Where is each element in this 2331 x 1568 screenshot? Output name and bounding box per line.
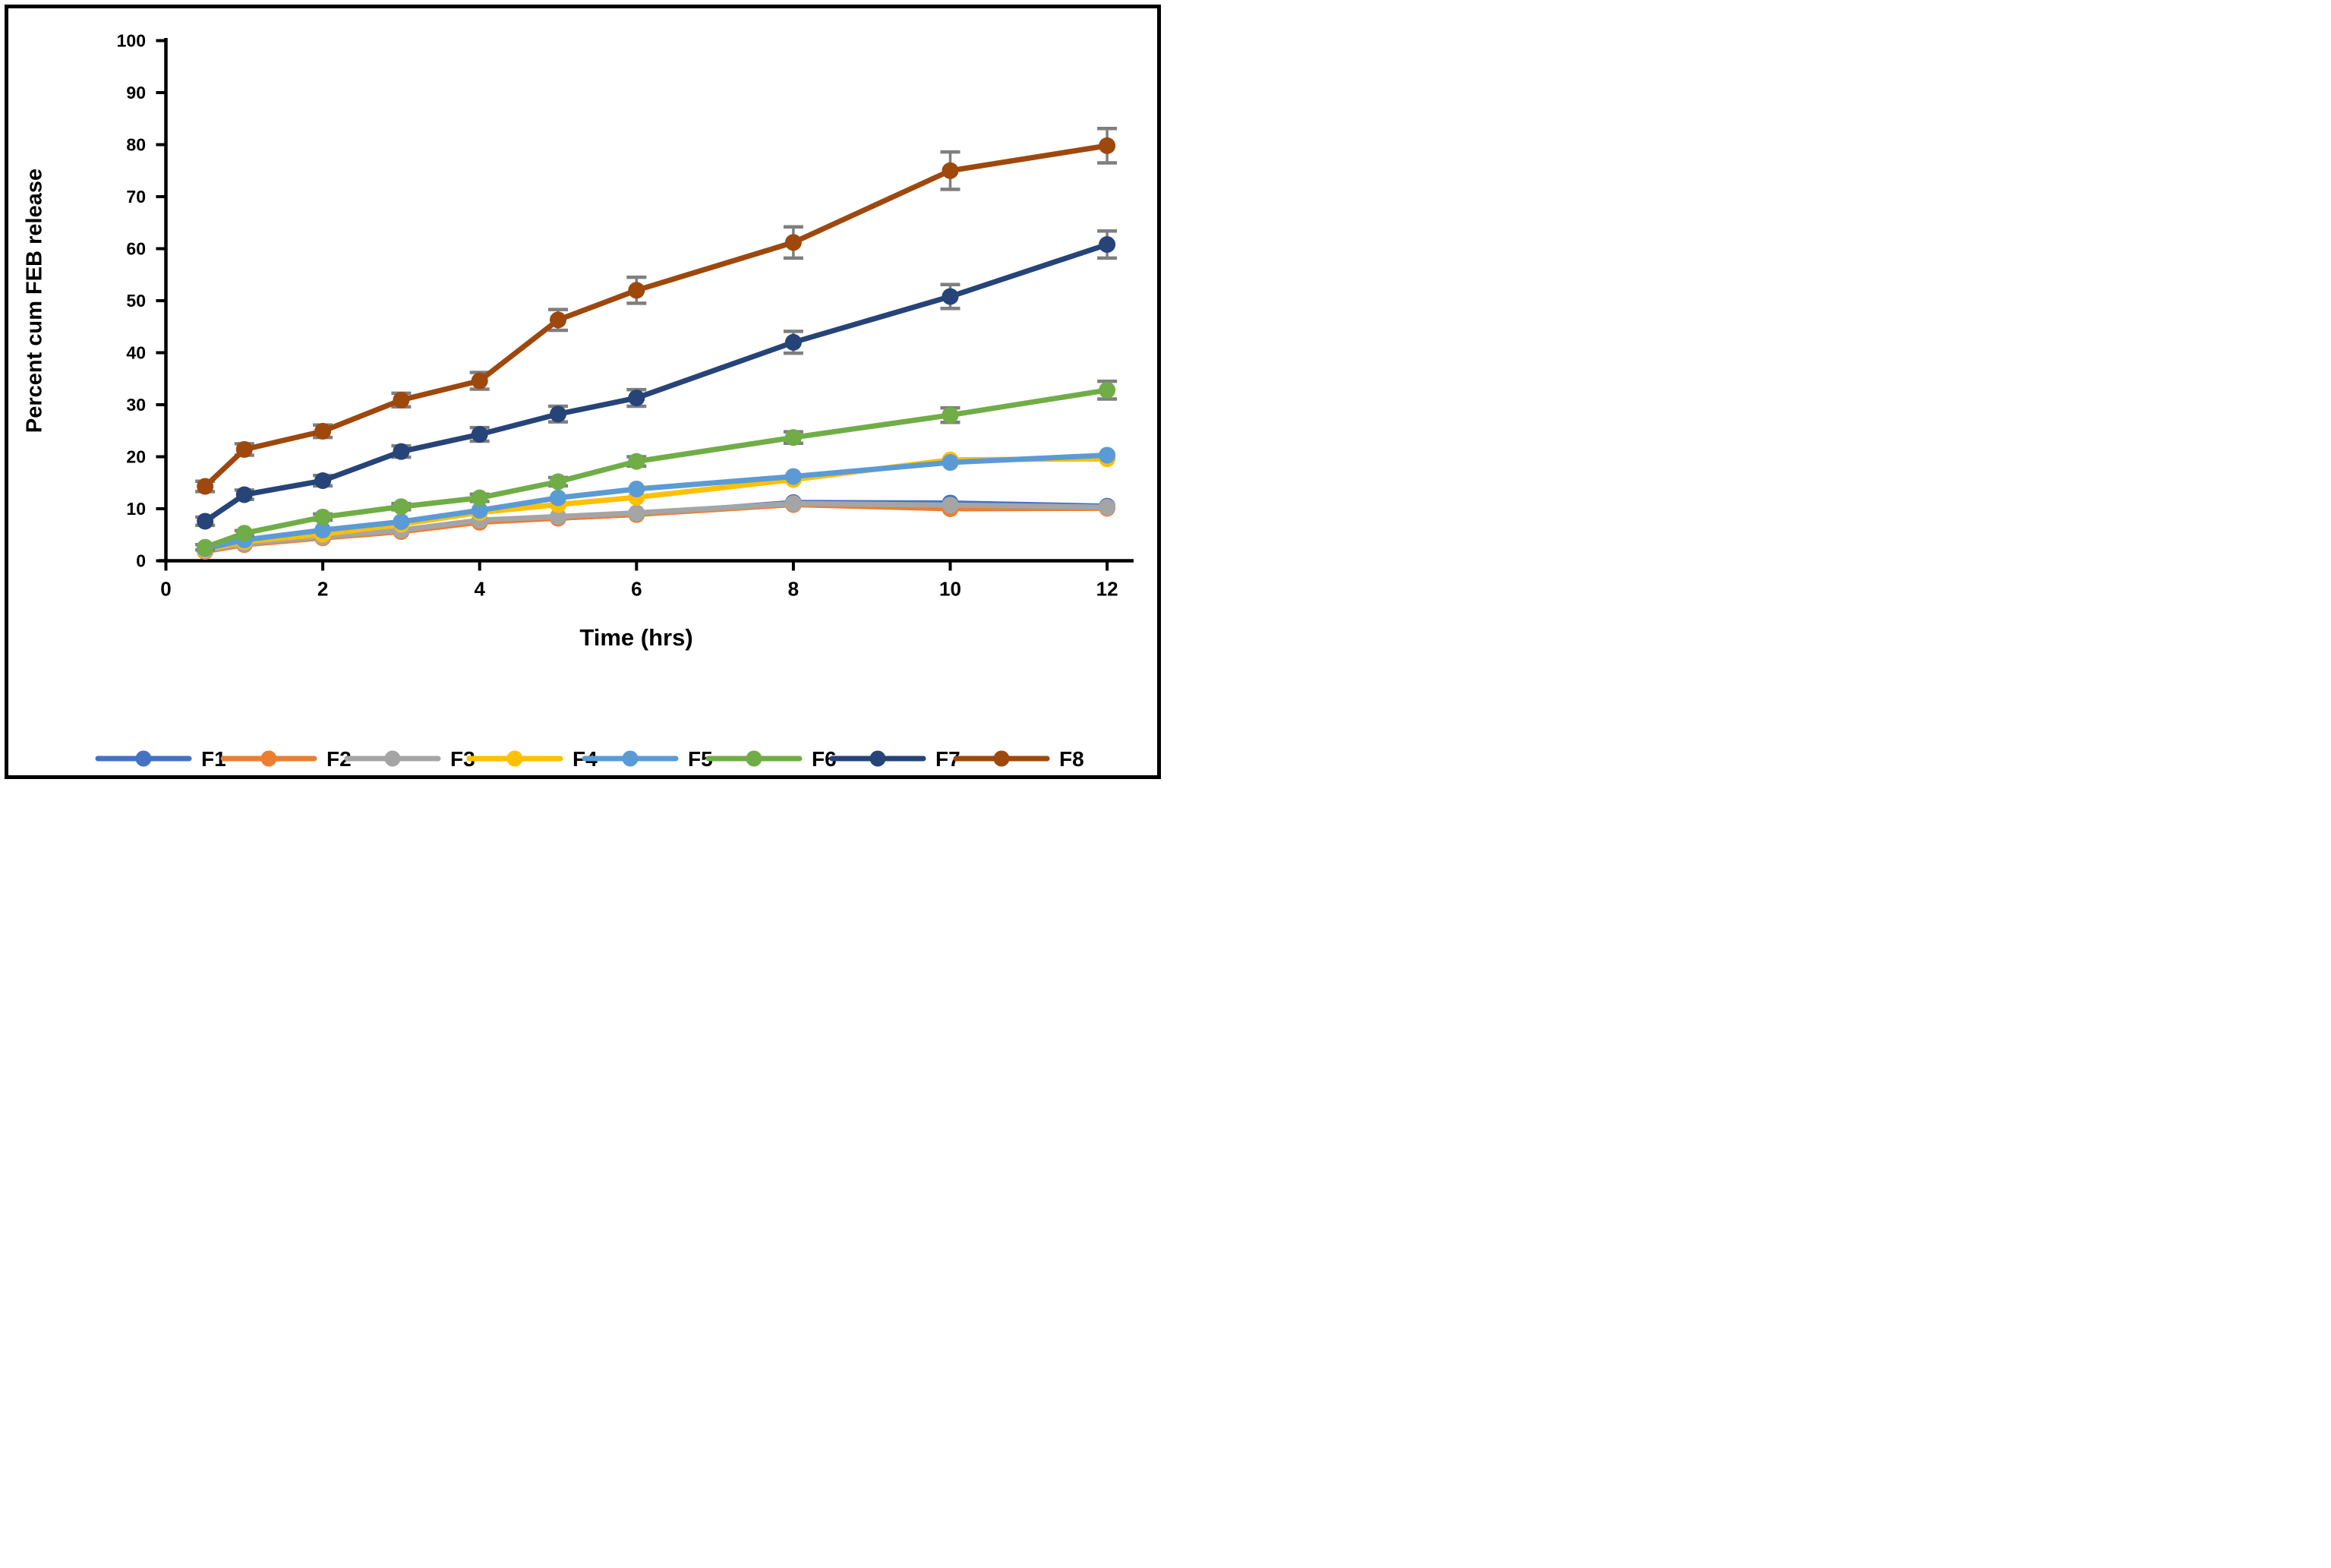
x-tick-label: 10 [939,578,961,601]
data-point-marker-f8 [628,282,645,299]
legend-item-f8: F8 [953,747,1084,771]
legend-item-f7: F7 [829,747,960,771]
data-point-marker-f8 [1099,137,1116,154]
line-chart: 0102030405060708090100024681012F1F2F3F4F… [5,5,1161,779]
series-line-f5 [202,452,1110,552]
legend-item-f3: F3 [344,747,475,771]
data-point-marker-f6 [393,498,410,516]
data-point-marker-f8 [784,234,802,251]
y-tick-label: 40 [126,343,146,363]
legend-item-f6: F6 [705,747,837,771]
data-point-marker-f7 [550,405,566,423]
data-point-marker-f6 [942,406,959,424]
data-point-marker-f6 [197,538,214,556]
legend-item-f1: F1 [95,747,226,771]
data-point-marker-f6 [550,473,566,491]
x-tick-label: 0 [160,578,171,601]
y-tick-label: 60 [126,239,146,259]
data-point-marker-f5 [942,454,959,472]
y-tick-label: 10 [126,499,146,519]
data-point-marker-f6 [1099,381,1116,399]
data-point-marker-f5 [471,502,488,519]
x-tick-label: 12 [1096,578,1118,601]
data-point-marker-f7 [942,288,959,305]
data-point-marker-f7 [393,443,410,460]
legend-item-f4: F4 [466,747,598,771]
x-tick-label: 6 [631,578,642,601]
outer-border [5,5,1161,779]
data-point-marker-f8 [235,440,253,458]
data-point-marker-f6 [784,429,802,446]
data-point-marker-f5 [1099,446,1116,464]
data-point-marker-f7 [784,333,802,351]
series-line-f6 [202,387,1110,551]
data-point-marker-f7 [235,486,253,503]
y-tick-label: 20 [126,447,146,467]
data-point-marker-f7 [471,426,488,443]
legend-marker-f5 [622,750,639,767]
legend-item-f2: F2 [220,747,352,771]
series-line-f8 [202,143,1110,490]
data-point-marker-f5 [628,480,645,497]
data-point-marker-f5 [550,489,566,506]
x-tick-label: 4 [474,578,485,601]
legend-marker-f6 [746,750,762,767]
data-point-marker-f5 [393,513,410,531]
legend-item-f5: F5 [582,747,713,771]
y-tick-label: 0 [136,551,146,571]
data-point-marker-f3 [1099,498,1116,516]
y-tick-label: 70 [126,187,146,207]
data-point-marker-f6 [471,489,488,506]
data-point-marker-f5 [314,522,332,539]
x-tick-label: 8 [788,578,799,601]
data-point-marker-f3 [628,504,645,522]
legend-label-f8: F8 [1059,747,1084,771]
data-point-marker-f8 [942,162,959,179]
x-tick-label: 2 [317,578,328,601]
y-tick-label: 90 [126,83,146,103]
y-tick-label: 80 [126,135,146,155]
data-point-marker-f7 [1099,236,1116,254]
data-point-marker-f8 [550,311,566,329]
data-point-marker-f3 [550,508,566,525]
data-point-marker-f7 [197,513,214,530]
y-tick-label: 100 [117,31,146,51]
data-point-marker-f8 [471,372,488,390]
data-point-marker-f8 [393,391,410,409]
legend-marker-f8 [993,750,1010,767]
data-point-marker-f3 [784,495,802,513]
data-point-marker-f7 [628,390,645,407]
data-point-marker-f7 [314,472,332,490]
legend-marker-f4 [506,750,523,767]
data-point-marker-f6 [314,508,332,525]
legend-marker-f2 [260,750,277,767]
data-point-marker-f8 [197,478,214,495]
legend-marker-f1 [135,750,152,767]
y-tick-label: 50 [126,291,146,311]
data-point-marker-f6 [628,453,645,470]
series-line-f7 [202,241,1110,524]
y-tick-label: 30 [126,395,146,415]
data-point-marker-f5 [784,468,802,485]
data-point-marker-f8 [314,422,332,440]
figure: 0102030405060708090100024681012F1F2F3F4F… [0,0,1166,784]
legend-marker-f3 [384,750,401,767]
legend-marker-f7 [869,750,886,767]
data-point-marker-f3 [942,497,959,514]
data-point-marker-f6 [235,525,253,542]
